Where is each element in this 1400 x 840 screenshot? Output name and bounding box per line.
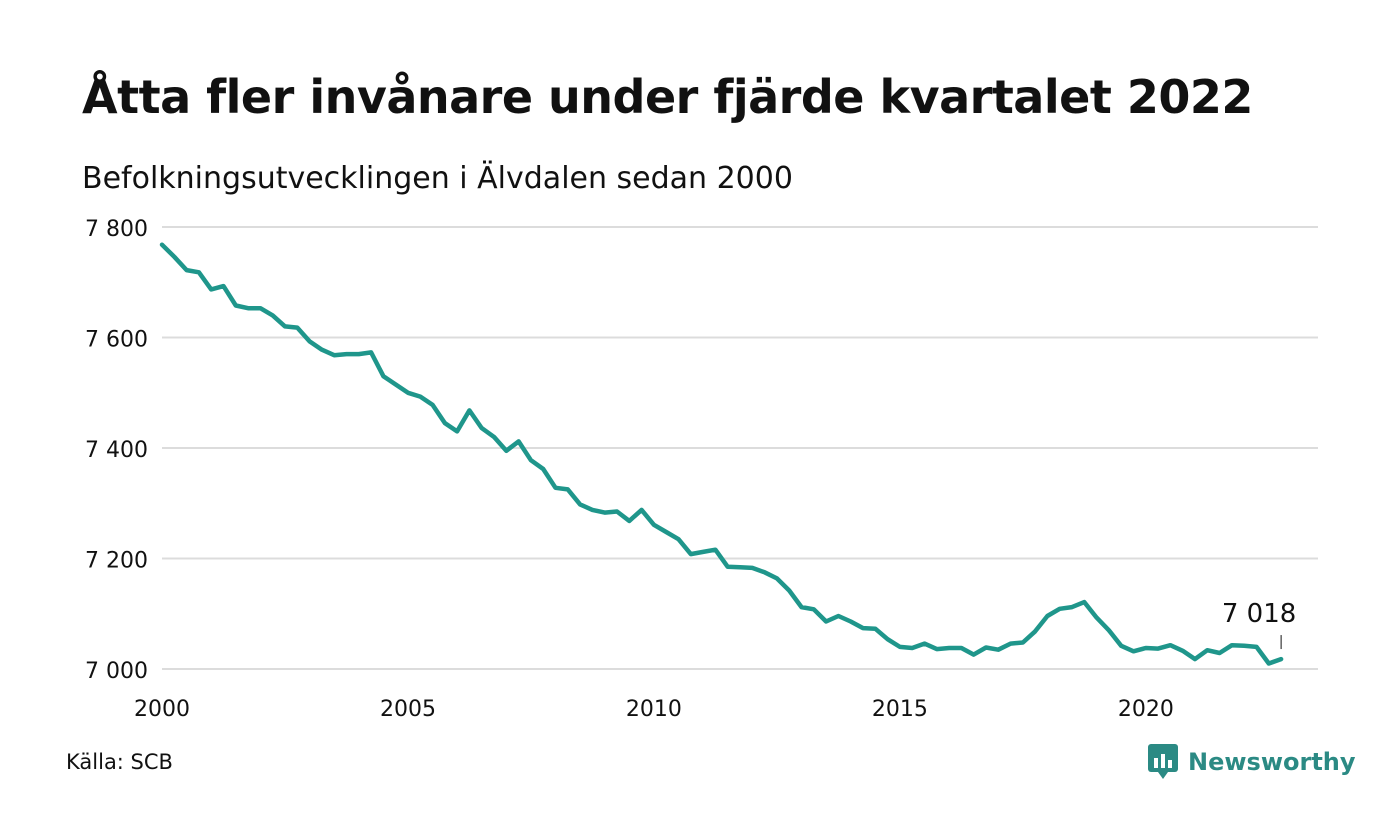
y-tick-label: 7 000 bbox=[85, 659, 148, 684]
y-tick-label: 7 200 bbox=[85, 549, 148, 574]
y-tick-label: 7 800 bbox=[85, 217, 148, 242]
last-value-label: 7 018 bbox=[1222, 599, 1296, 629]
x-tick-label: 2010 bbox=[626, 697, 682, 722]
source-note: Källa: SCB bbox=[66, 750, 173, 774]
series-line-0 bbox=[159, 242, 1284, 666]
x-axis-ticks: 2000 2005 2010 2015 2020 bbox=[134, 697, 1174, 722]
y-tick-label: 7 400 bbox=[85, 438, 148, 463]
newsworthy-logo-icon bbox=[1148, 744, 1178, 779]
y-tick-label: 7 600 bbox=[85, 328, 148, 353]
y-axis-ticks: 7 000 7 200 7 400 7 600 7 800 bbox=[85, 217, 148, 684]
series-layer bbox=[159, 242, 1284, 666]
x-tick-label: 2000 bbox=[134, 697, 190, 722]
gridlines bbox=[162, 226, 1318, 670]
x-tick-label: 2005 bbox=[380, 697, 436, 722]
annotation-layer: 7 018 bbox=[1222, 599, 1296, 650]
x-tick-label: 2015 bbox=[872, 697, 928, 722]
chart-subtitle: Befolkningsutvecklingen i Älvdalen sedan… bbox=[82, 161, 793, 196]
brand-logo: Newsworthy bbox=[1148, 744, 1356, 780]
chart-title: Åtta fler invånare under fjärde kvartale… bbox=[82, 70, 1253, 124]
brand-name: Newsworthy bbox=[1188, 748, 1356, 776]
x-tick-label: 2020 bbox=[1118, 697, 1174, 722]
